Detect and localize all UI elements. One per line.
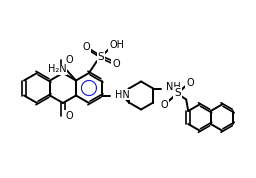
Text: O: O xyxy=(65,111,73,121)
Text: S: S xyxy=(98,52,104,62)
Text: NH: NH xyxy=(166,82,181,93)
Text: HN: HN xyxy=(115,90,130,100)
Text: O: O xyxy=(112,59,120,69)
Text: O: O xyxy=(161,100,168,109)
Text: OH: OH xyxy=(110,40,124,50)
Text: O: O xyxy=(82,42,90,52)
Text: O: O xyxy=(186,77,194,88)
Text: S: S xyxy=(174,88,180,98)
Text: O: O xyxy=(65,55,73,65)
Text: H₂N: H₂N xyxy=(48,64,66,75)
